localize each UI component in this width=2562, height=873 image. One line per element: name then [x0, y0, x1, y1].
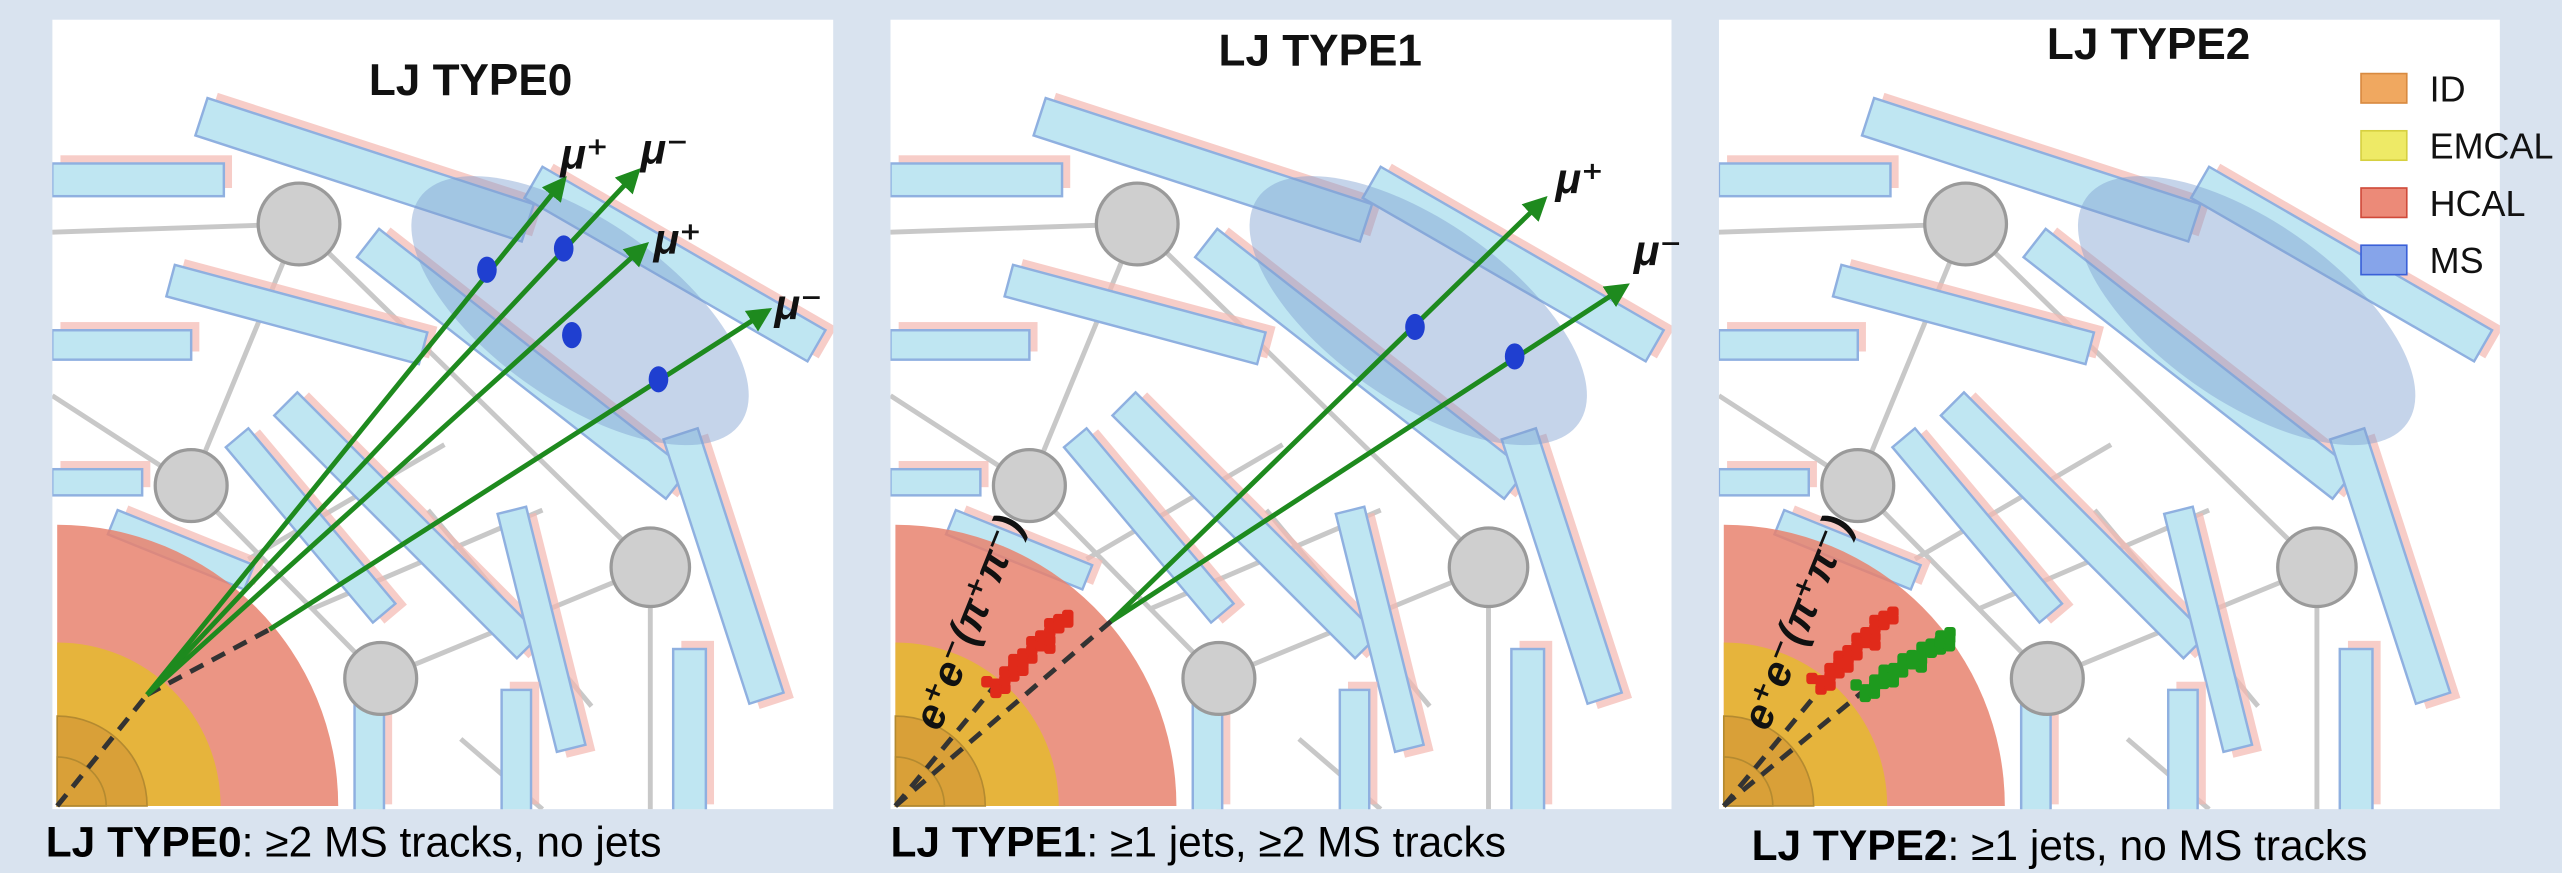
- panel-title: LJ TYPE0: [369, 56, 572, 105]
- detector: [52, 20, 836, 813]
- panel: LJ TYPE1 μ⁺ μ⁻ e⁺e⁻(π⁺π⁻) LJ TYPE1: ≥1 j…: [890, 20, 1682, 867]
- legend-label: MS: [2430, 240, 2484, 281]
- legend-swatch: [2360, 72, 2408, 104]
- jet-deposit: [981, 609, 1074, 699]
- track-label: μ⁻: [773, 282, 822, 329]
- caption: LJ TYPE1: ≥1 jets, ≥2 MS tracks: [890, 820, 1505, 867]
- track-label: μ⁺: [653, 216, 702, 263]
- panel: LJ TYPE0 μ⁺ μ⁻ μ⁺ μ⁻ LJ TYPE0: ≥2 MS tra…: [46, 20, 837, 867]
- caption: LJ TYPE2: ≥1 jets, no MS tracks: [1752, 823, 2368, 870]
- tracks: μ⁺ μ⁻ μ⁺ μ⁻: [55, 126, 823, 808]
- legend-label: ID: [2430, 68, 2466, 109]
- panel-title: LJ TYPE2: [2047, 20, 2250, 69]
- track-label: μ⁺: [559, 131, 608, 178]
- jet-deposit: [1806, 606, 1899, 695]
- track-label: μ⁻: [1633, 228, 1682, 275]
- caption: LJ TYPE0: ≥2 MS tracks, no jets: [46, 820, 662, 867]
- track-label: μ⁺: [1555, 156, 1604, 203]
- legend-label: HCAL: [2430, 183, 2526, 224]
- legend-swatch: [2360, 244, 2408, 276]
- legend: ID EMCAL HCAL MS: [2360, 68, 2554, 281]
- jet-deposit: [1850, 626, 1956, 703]
- legend-swatch: [2360, 187, 2408, 219]
- legend-label: EMCAL: [2430, 126, 2554, 167]
- legend-swatch: [2360, 129, 2408, 162]
- panel: LJ TYPE2 e⁺e⁻(π⁺π⁻) ID EMCAL HCAL MS LJ …: [1719, 20, 2554, 870]
- track-label: μ⁻: [640, 126, 689, 173]
- panel-title: LJ TYPE1: [1219, 26, 1422, 75]
